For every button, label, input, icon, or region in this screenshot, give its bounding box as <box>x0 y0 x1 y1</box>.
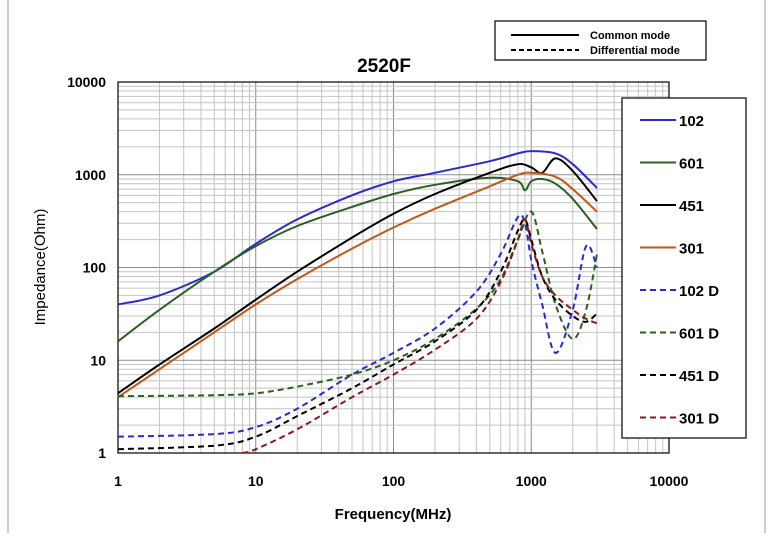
legend-label-451: 451 <box>679 198 704 215</box>
y-tick-label: 1 <box>98 445 106 461</box>
x-tick-label: 10000 <box>650 473 689 489</box>
legend-label-102: 102 <box>679 113 704 130</box>
plot-grid <box>117 82 669 454</box>
series-legend-box <box>621 97 747 439</box>
mode-legend-common-label: Common mode <box>590 30 670 42</box>
series-line-601-d <box>117 210 598 398</box>
legend-label-451-d: 451 D <box>679 368 719 385</box>
legend-label-601-d: 601 D <box>679 326 719 343</box>
y-tick-label: 1000 <box>75 167 106 183</box>
legend-label-301-d: 301 D <box>679 411 719 428</box>
mode-legend-box <box>494 20 707 61</box>
y-tick-label: 10000 <box>67 74 106 90</box>
series-line-301 <box>117 171 598 399</box>
legend-label-301: 301 <box>679 241 704 258</box>
series-legend: 102 601 451 301 102 D 601 D 451 D 301 D <box>640 113 719 428</box>
x-tick-label: 10 <box>248 473 264 489</box>
mode-legend-differential-label: Differential mode <box>590 45 680 57</box>
x-axis-label: Frequency(MHz) <box>335 506 452 523</box>
chart-title: 2520F <box>357 56 411 77</box>
axis-ticks: 1 10 100 1000 10000 1 10 100 1000 10000 <box>67 74 689 489</box>
y-tick-label: 100 <box>83 260 107 276</box>
legend-label-102-d: 102 D <box>679 283 719 300</box>
series-group <box>117 150 598 454</box>
x-tick-label: 1000 <box>516 473 547 489</box>
series-line-301-d <box>242 218 598 454</box>
y-tick-label: 10 <box>90 352 106 368</box>
mode-legend: Common mode Differential mode <box>494 20 707 61</box>
x-tick-label: 1 <box>114 473 122 489</box>
series-line-102-d <box>117 213 598 438</box>
y-axis-label: Impedance(Ohm) <box>32 209 49 326</box>
legend-label-601: 601 <box>679 156 704 173</box>
series-line-601 <box>117 176 598 343</box>
series-line-451 <box>117 157 598 395</box>
x-tick-label: 100 <box>382 473 406 489</box>
series-line-451-d <box>117 218 598 451</box>
